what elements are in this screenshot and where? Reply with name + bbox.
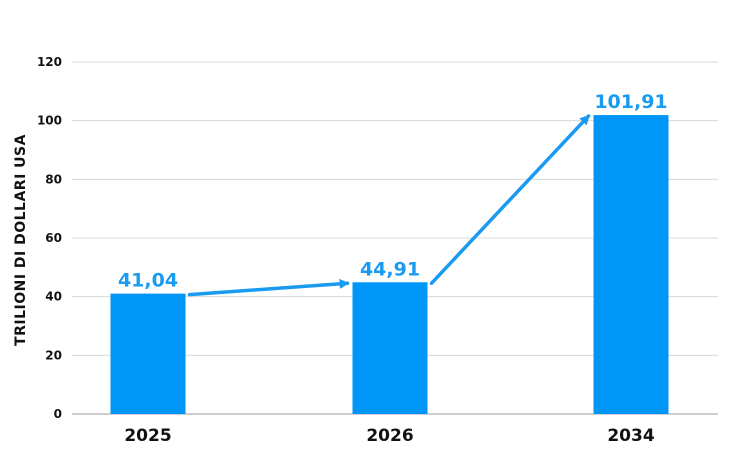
trend-arrow <box>187 278 350 297</box>
y-tick-label: 80 <box>45 172 62 186</box>
bar-value-label: 44,91 <box>360 258 420 280</box>
x-category-label: 2025 <box>124 426 171 446</box>
bars <box>110 115 669 415</box>
bar-value-label: 41,04 <box>118 270 178 292</box>
y-tick-label: 20 <box>45 348 62 362</box>
bar <box>352 282 428 414</box>
y-axis-ticks: 0 20 40 60 80 100 120 <box>37 55 62 421</box>
bar <box>593 115 669 415</box>
y-axis-title: TRILIONI DI DOLLARI USA <box>13 134 29 346</box>
y-tick-label: 0 <box>54 407 62 421</box>
data-labels: 41,04 44,91 101,91 <box>118 91 668 292</box>
bar-value-label: 101,91 <box>594 91 667 113</box>
trend-arrows <box>187 114 591 297</box>
y-tick-label: 100 <box>37 114 62 128</box>
y-tick-label: 40 <box>45 290 62 304</box>
bar <box>110 293 186 414</box>
x-category-label: 2034 <box>607 426 654 446</box>
x-category-label: 2026 <box>366 426 413 446</box>
x-axis-categories: 2025 2026 2034 <box>124 426 654 446</box>
y-tick-label: 60 <box>45 231 62 245</box>
y-tick-label: 120 <box>37 55 62 69</box>
trend-arrow <box>429 114 591 286</box>
